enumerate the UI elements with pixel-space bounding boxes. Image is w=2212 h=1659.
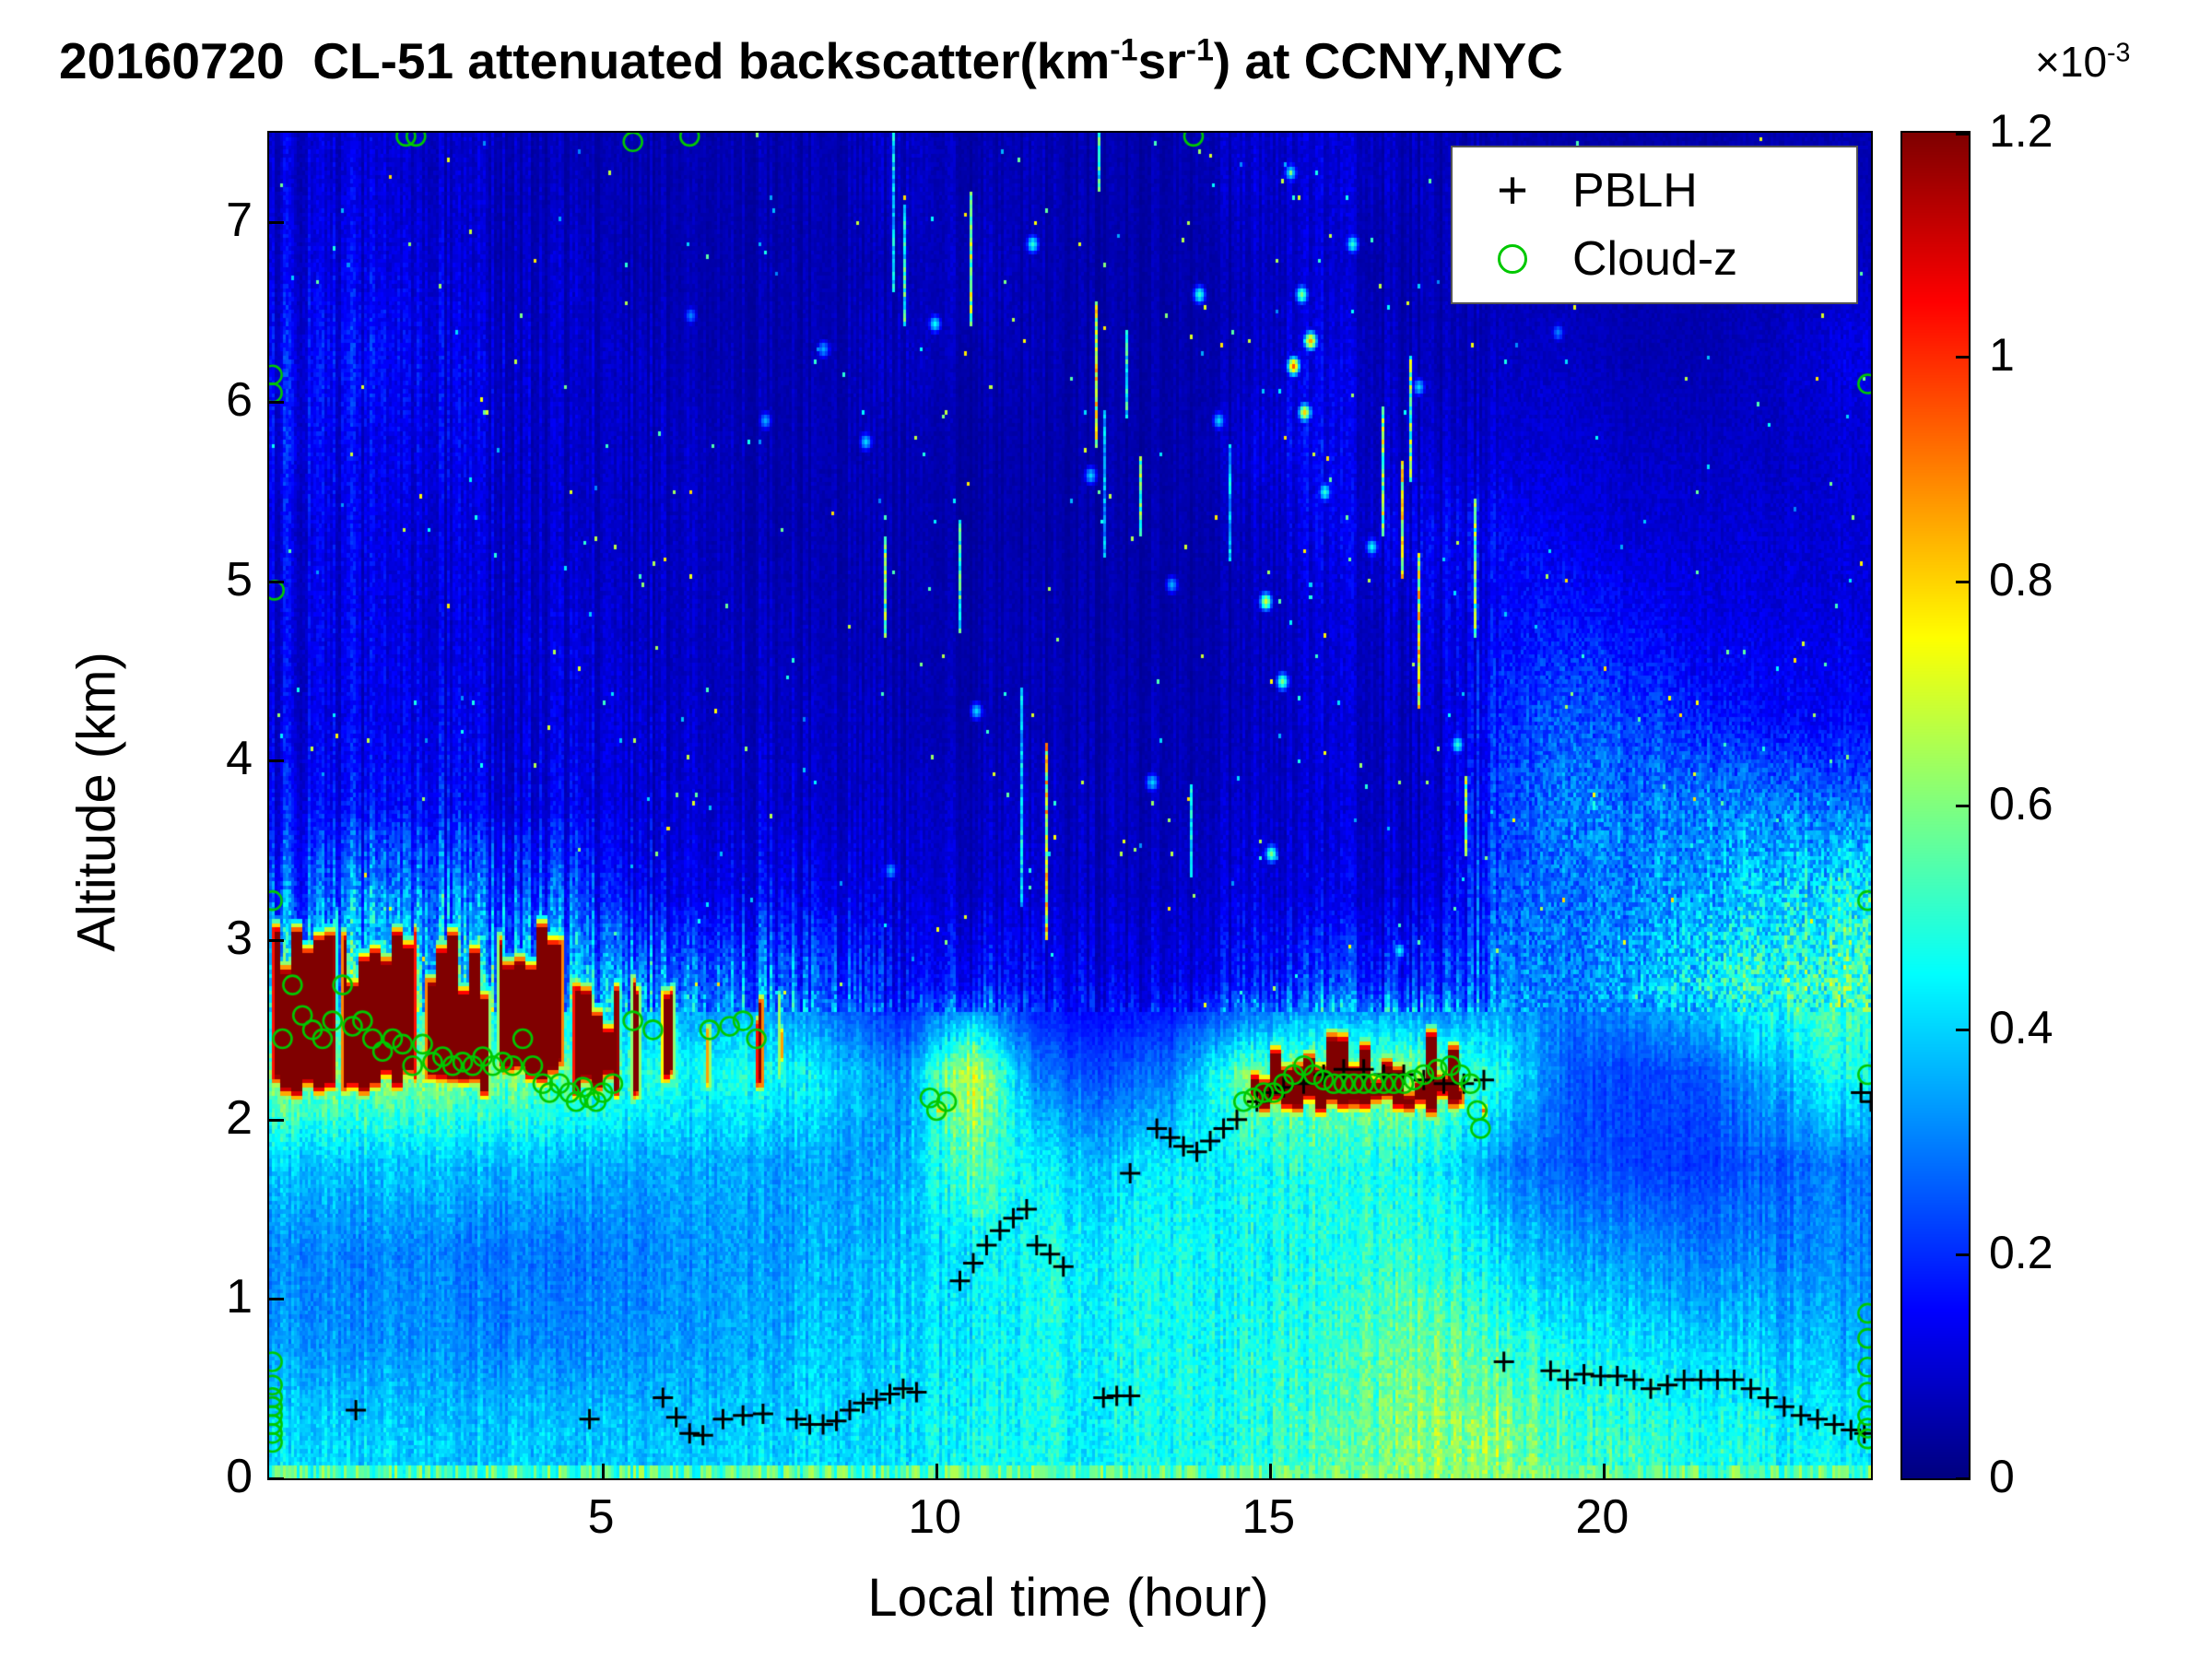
title-text: ) at CCNY,NYC	[1213, 32, 1563, 89]
y-tick-label: 5	[226, 552, 253, 606]
x-axis-label: Local time (hour)	[867, 1568, 1269, 1628]
title-superscript: -1	[1110, 32, 1138, 68]
colorbar-tick-label: 1.2	[1989, 105, 2053, 157]
x-tick-label: 10	[908, 1490, 962, 1544]
legend-label: Cloud-z	[1572, 232, 1738, 286]
colorbar-tick-mark	[1956, 1029, 1969, 1032]
x-tick-mark	[935, 1464, 939, 1478]
plot-area: + PBLH Cloud-z	[267, 131, 1873, 1480]
y-tick-mark	[269, 221, 284, 225]
y-tick-mark	[269, 939, 284, 942]
chart-title: 20160720 CL-51 attenuated backscatter(km…	[59, 31, 1563, 90]
y-axis-label: Altitude (km)	[66, 652, 127, 952]
title-text: 20160720 CL-51 attenuated backscatter(km	[59, 32, 1111, 89]
y-tick-label: 1	[226, 1270, 253, 1324]
x-tick-label: 15	[1241, 1490, 1296, 1544]
legend: + PBLH Cloud-z	[1451, 146, 1858, 304]
markers-canvas	[269, 133, 1871, 1478]
y-tick-label: 4	[226, 732, 253, 786]
plus-icon: +	[1497, 160, 1528, 220]
y-tick-mark	[269, 1477, 284, 1480]
colorbar-tick-label: 1	[1989, 329, 2015, 382]
cloud-circle-marker-icon	[1453, 244, 1572, 274]
colorbar-tick-label: 0	[1989, 1451, 2015, 1502]
colorbar-tick-mark	[1956, 580, 1969, 583]
pblh-plus-marker-icon: +	[1453, 164, 1572, 218]
circle-icon	[1498, 244, 1527, 274]
y-tick-mark	[269, 580, 284, 583]
legend-item-pblh: + PBLH	[1453, 157, 1856, 225]
colorbar-tick-label: 0.6	[1989, 778, 2053, 830]
colorbar-tick-label: 0.2	[1989, 1226, 2053, 1278]
colorbar-scale-exponent: -3	[2107, 38, 2131, 68]
x-tick-mark	[1603, 1464, 1606, 1478]
y-tick-mark	[269, 401, 284, 404]
colorbar-tick-mark	[1956, 1477, 1969, 1480]
colorbar-tick-mark	[1956, 805, 1969, 807]
x-tick-mark	[602, 1464, 606, 1478]
title-text: sr	[1137, 32, 1186, 89]
title-superscript: -1	[1185, 32, 1214, 68]
y-tick-label: 7	[226, 194, 253, 248]
colorbar-scale-label: ×10-3	[2035, 37, 2130, 87]
legend-item-cloud-z: Cloud-z	[1453, 225, 1856, 293]
colorbar-tick-label: 0.8	[1989, 553, 2053, 606]
x-tick-mark	[1269, 1464, 1273, 1478]
y-tick-label: 3	[226, 912, 253, 965]
y-tick-label: 6	[226, 373, 253, 427]
x-tick-label: 5	[587, 1490, 615, 1544]
y-tick-label: 0	[226, 1450, 253, 1503]
colorbar-tick-mark	[1956, 133, 1969, 135]
y-tick-mark	[269, 1118, 284, 1122]
y-tick-mark	[269, 1298, 284, 1301]
colorbar-tick-label: 0.4	[1989, 1002, 2053, 1054]
legend-label: PBLH	[1572, 164, 1698, 218]
colorbar-scale-base: ×10	[2035, 38, 2108, 86]
colorbar	[1900, 131, 1971, 1480]
y-tick-mark	[269, 759, 284, 763]
y-tick-label: 2	[226, 1090, 253, 1145]
x-tick-label: 20	[1575, 1490, 1630, 1544]
colorbar-tick-mark	[1956, 356, 1969, 359]
colorbar-tick-mark	[1956, 1253, 1969, 1256]
